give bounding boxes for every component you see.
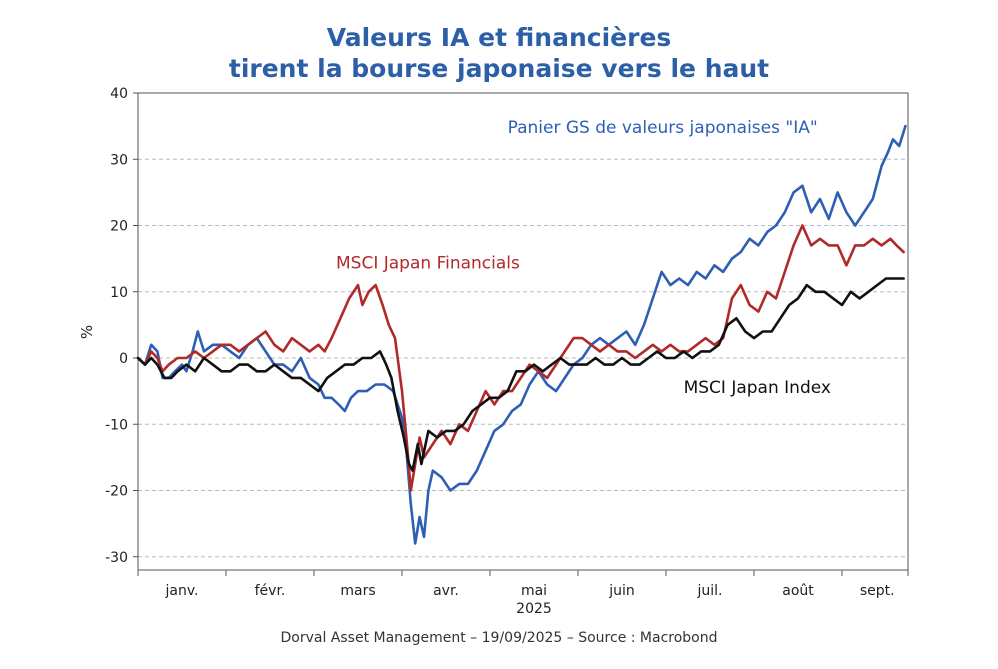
series-line [136, 224, 905, 492]
plot-frame [137, 92, 909, 571]
series-lines [136, 124, 907, 545]
chart-title-line1: Valeurs IA et financières [327, 23, 672, 52]
x-tick-label: mars [340, 583, 375, 599]
y-tick-label: -30 [105, 550, 128, 566]
series-line [136, 277, 905, 472]
y-tick-label: 30 [110, 152, 128, 168]
y-tick-label: 0 [119, 351, 128, 367]
chart-title-line2: tirent la bourse japonaise vers le haut [229, 54, 769, 83]
axes: 40 30 20 10 0 -10 -20 -30 janv. févr. mars avr. mai j… [105, 86, 909, 617]
series-label: MSCI Japan Index [684, 378, 831, 398]
grid [138, 92, 908, 558]
series-label: MSCI Japan Financials [336, 254, 520, 274]
x-year-label: 2025 [516, 601, 552, 617]
y-tick-label: 20 [110, 219, 128, 235]
x-tick-label: avr. [433, 583, 459, 599]
x-tick-label: juin [608, 583, 635, 599]
series-label: Panier GS de valeurs japonaises "IA" [508, 118, 818, 138]
x-tick-label: juil. [697, 583, 723, 599]
y-axis-label: % [78, 325, 96, 339]
y-tick-label: -10 [105, 417, 128, 433]
y-tick-label: -20 [105, 484, 128, 500]
x-tick-label: mai [521, 583, 547, 599]
y-tick-label: 10 [110, 285, 128, 301]
x-tick-label: août [782, 583, 814, 599]
chart-footer: Dorval Asset Management – 19/09/2025 – S… [280, 630, 717, 646]
x-tick-label: févr. [255, 583, 286, 599]
x-tick-label: sept. [860, 583, 895, 599]
series-line [136, 124, 907, 545]
series-labels: Panier GS de valeurs japonaises "IA" MSCI… [336, 118, 831, 398]
x-tick-label: janv. [165, 583, 199, 599]
y-tick-label: 40 [110, 86, 128, 102]
